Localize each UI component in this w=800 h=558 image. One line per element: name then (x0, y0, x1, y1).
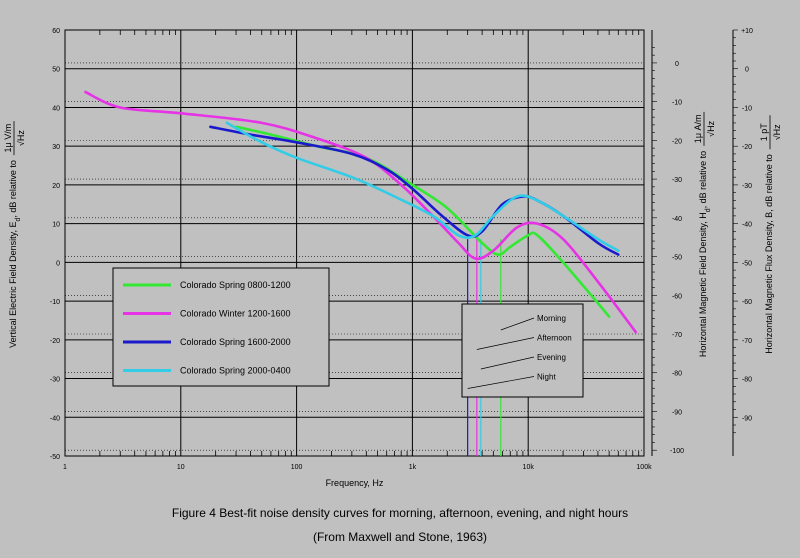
h-axis-tick-label: -10 (672, 100, 682, 107)
h-axis-tick-label: -70 (672, 332, 682, 339)
b-axis-tick-label: -70 (742, 338, 752, 345)
h-axis-tick-label: -80 (672, 371, 682, 378)
annotation-pointer (500, 317, 535, 331)
annotation-label: Morning (537, 314, 566, 323)
y-tick-label: 40 (52, 105, 60, 112)
legend-box (112, 267, 330, 387)
h-axis-tick-label: -60 (672, 293, 682, 300)
annotation-pointer (480, 356, 535, 370)
series-line-4 (225, 121, 620, 252)
b-axis-tick-label: 0 (745, 67, 749, 74)
b-axis-tick-label: -80 (742, 377, 752, 384)
b-axis-tick-label: -60 (742, 299, 752, 306)
b-axis-tick-label: -50 (742, 260, 752, 267)
left-axis-label: Vertical Electric Field Density, Ed, dB … (3, 121, 26, 348)
left-axis-label-text: Vertical Electric Field Density, Ed, dB … (8, 160, 22, 348)
y-tick-label: 30 (52, 144, 60, 151)
b-axis-tick-label: +10 (741, 28, 753, 35)
h-axis-tick-label: 0 (675, 61, 679, 68)
y-tick-label: -50 (50, 454, 60, 461)
b-axis-label-denominator: √Hz (772, 124, 782, 140)
x-tick-label: 1 (63, 464, 67, 471)
h-axis-label-denominator: √Hz (706, 120, 716, 136)
y-tick-label: -30 (50, 377, 60, 384)
y-tick-label: -20 (50, 338, 60, 345)
legend-label: Colorado Spring 1600-2000 (180, 337, 291, 347)
y-tick-label: 50 (52, 67, 60, 74)
h-axis-tick-label: -50 (672, 255, 682, 262)
b-axis-label-numerator: 1 pT (759, 123, 769, 142)
annotation-label: Evening (537, 353, 566, 362)
annotation-pointer (467, 376, 535, 389)
annotation-label: Night (537, 373, 556, 382)
left-axis-label-numerator: 1μ V/m (3, 124, 13, 153)
h-axis-tick-label: -20 (672, 138, 682, 145)
figure-source: (From Maxwell and Stone, 1963) (312, 530, 488, 544)
h-axis-tick-label: -100 (670, 448, 684, 455)
b-axis-tick-label: -10 (742, 105, 752, 112)
y-tick-label: 60 (52, 28, 60, 35)
y-tick-label: -10 (50, 299, 60, 306)
y-tick-label: 20 (52, 183, 60, 190)
x-tick-label: 10k (523, 464, 535, 471)
x-tick-label: 1k (409, 464, 417, 471)
figure-caption: Figure 4 Best-fit noise density curves f… (171, 506, 629, 520)
b-axis-label: Horizontal Magnetic Flux Density, B, dB … (759, 115, 782, 354)
y-tick-label: 10 (52, 222, 60, 229)
h-axis-label-numerator: 1μ A/m (693, 114, 703, 143)
x-axis-label: Frequency, Hz (326, 478, 384, 488)
h-axis-tick-label: -40 (672, 216, 682, 223)
b-axis-tick-label: -40 (742, 222, 752, 229)
series-line-2 (84, 90, 638, 334)
legend-label: Colorado Spring 2000-0400 (180, 366, 291, 376)
h-axis-label-text: Horizontal Magnetic Field Density, Hd, d… (698, 151, 712, 357)
y-tick-label: -40 (50, 415, 60, 422)
annotation-box (461, 303, 584, 398)
legend-label: Colorado Winter 1200-1600 (180, 309, 291, 319)
h-axis-tick-label: -90 (672, 409, 682, 416)
h-axis-label: Horizontal Magnetic Field Density, Hd, d… (693, 111, 716, 357)
annotation-pointer (476, 337, 535, 350)
h-axis-tick-label: -30 (672, 177, 682, 184)
x-tick-label: 100k (636, 464, 652, 471)
x-tick-label: 10 (177, 464, 185, 471)
b-axis-tick-label: -90 (742, 415, 752, 422)
b-axis-tick-label: -20 (742, 144, 752, 151)
b-axis-tick-label: -30 (742, 183, 752, 190)
annotation-label: Afternoon (537, 334, 572, 343)
y-tick-label: 0 (56, 260, 60, 267)
left-axis-label-denominator: √Hz (16, 130, 26, 146)
legend-label: Colorado Spring 0800-1200 (180, 280, 291, 290)
b-axis-label-text: Horizontal Magnetic Flux Density, B, dB … (764, 154, 774, 353)
x-tick-label: 100 (291, 464, 303, 471)
